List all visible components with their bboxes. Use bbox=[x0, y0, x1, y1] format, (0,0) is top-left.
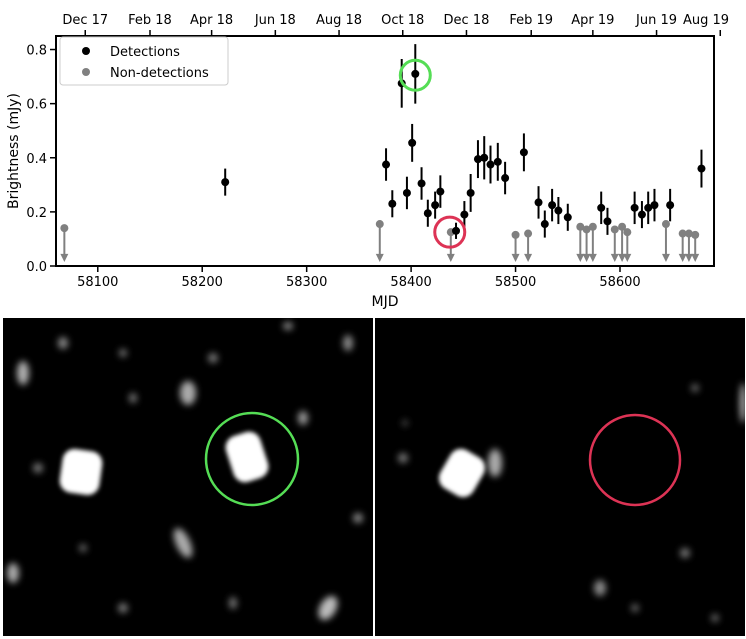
detection-point bbox=[603, 207, 612, 235]
nondetection-marker-circle bbox=[588, 413, 682, 507]
top-tick-label: Jun 18 bbox=[254, 13, 296, 28]
plot-area bbox=[60, 44, 706, 262]
legend-marker-detections bbox=[82, 47, 90, 55]
detection-point bbox=[473, 140, 482, 179]
legend-label-detections: Detections bbox=[110, 45, 180, 60]
detection-point bbox=[417, 167, 426, 200]
detection-point bbox=[480, 136, 489, 180]
nondetection-point bbox=[60, 224, 69, 262]
y-axis-label: Brightness (mJy) bbox=[6, 93, 22, 209]
detection-point bbox=[408, 123, 417, 162]
y-tick-label: 0.4 bbox=[26, 152, 47, 167]
nondetection-point bbox=[588, 222, 597, 262]
detection-point bbox=[519, 133, 528, 172]
detection-point bbox=[431, 191, 440, 219]
detection-point bbox=[493, 142, 502, 181]
top-tick-label: Jun 19 bbox=[635, 13, 677, 28]
top-tick-label: Dec 17 bbox=[62, 13, 108, 28]
detection-point bbox=[597, 191, 606, 225]
nondetection-point bbox=[610, 225, 619, 262]
y-tick-label: 0.2 bbox=[26, 206, 47, 221]
detection-image bbox=[7, 322, 363, 620]
nondetection-point bbox=[623, 228, 632, 262]
detection-point bbox=[540, 210, 549, 238]
top-tick-label: Dec 18 bbox=[444, 13, 490, 28]
detection-point bbox=[466, 174, 475, 212]
x-tick-label: 58400 bbox=[390, 275, 431, 290]
nondetection-image bbox=[398, 383, 745, 622]
y-tick-label: 0.0 bbox=[26, 260, 47, 275]
top-axis: Dec 17 Feb 18 Apr 18 Jun 18 Aug 18 Oct 18 Dec … bbox=[62, 13, 729, 36]
detection-point bbox=[637, 201, 646, 229]
highlight-circle bbox=[398, 58, 432, 92]
highlight-circle bbox=[433, 215, 467, 249]
top-tick-label: Aug 19 bbox=[683, 13, 729, 28]
nondetection-point bbox=[691, 230, 700, 262]
y-tick-label: 0.6 bbox=[26, 98, 47, 113]
detection-point bbox=[697, 149, 706, 188]
image-panel-detection bbox=[3, 318, 373, 636]
y-tick-label: 0.8 bbox=[26, 44, 47, 59]
detection-point bbox=[563, 203, 572, 231]
nondetection-point bbox=[582, 225, 591, 262]
detection-point bbox=[460, 201, 469, 229]
detection-point bbox=[501, 161, 510, 195]
detection-point bbox=[436, 175, 445, 208]
light-curve-chart: Dec 17 Feb 18 Apr 18 Jun 18 Aug 18 Oct 18 Dec … bbox=[6, 13, 729, 310]
top-tick-label: Oct 18 bbox=[381, 13, 424, 28]
detection-marker-circle bbox=[204, 411, 300, 507]
detection-point bbox=[402, 176, 411, 210]
nondetection-point bbox=[678, 229, 687, 262]
bottom-axis: 58100 58200 58300 58400 58500 58600 bbox=[77, 266, 641, 290]
nondetection-point bbox=[511, 230, 520, 262]
top-tick-label: Apr 19 bbox=[571, 13, 614, 28]
detection-point bbox=[534, 186, 543, 219]
detection-point bbox=[382, 148, 391, 181]
legend: Detections Non-detections bbox=[59, 36, 229, 86]
nondetection-point bbox=[618, 222, 627, 262]
top-tick-label: Feb 18 bbox=[128, 13, 172, 28]
legend-label-nondetections: Non-detections bbox=[110, 66, 209, 81]
legend-marker-nondetections bbox=[82, 68, 90, 76]
detection-point bbox=[411, 44, 420, 104]
x-tick-label: 58500 bbox=[495, 275, 536, 290]
detection-point bbox=[666, 188, 675, 222]
nondetection-point bbox=[576, 222, 585, 262]
left-axis: 0.0 0.2 0.4 0.6 0.8 bbox=[26, 44, 56, 275]
detection-point bbox=[630, 191, 639, 225]
detection-point bbox=[388, 190, 397, 218]
detection-point bbox=[452, 222, 461, 239]
top-tick-label: Apr 18 bbox=[190, 13, 233, 28]
detection-point bbox=[423, 199, 432, 227]
detection-point bbox=[221, 168, 230, 196]
x-tick-label: 58100 bbox=[77, 275, 118, 290]
x-axis-label: MJD bbox=[372, 294, 399, 310]
x-tick-label: 58300 bbox=[286, 275, 327, 290]
plot-frame bbox=[55, 35, 715, 267]
top-tick-label: Feb 19 bbox=[509, 13, 553, 28]
detection-point bbox=[644, 191, 653, 225]
nondetection-point bbox=[375, 220, 384, 262]
detection-point bbox=[650, 188, 659, 222]
nondetection-point bbox=[661, 220, 670, 262]
image-panel-nondetection bbox=[375, 318, 745, 636]
x-tick-label: 58200 bbox=[182, 275, 223, 290]
detection-point bbox=[554, 197, 563, 225]
nondetection-point bbox=[684, 229, 693, 262]
detection-point bbox=[548, 188, 557, 222]
nondetection-point bbox=[524, 229, 533, 262]
detection-point bbox=[486, 145, 495, 184]
x-tick-label: 58600 bbox=[599, 275, 640, 290]
top-tick-label: Aug 18 bbox=[316, 13, 362, 28]
